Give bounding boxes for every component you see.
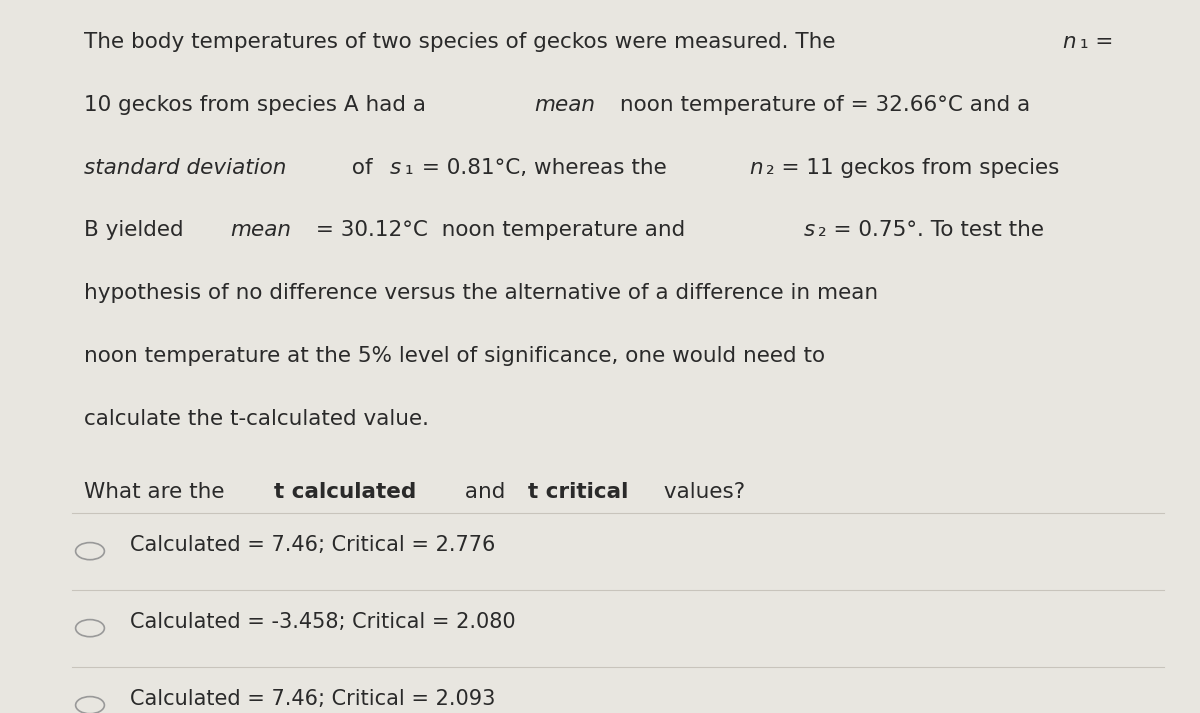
Text: and: and (457, 482, 512, 502)
Text: = 30.12°C  noon temperature and: = 30.12°C noon temperature and (310, 220, 692, 240)
Text: n: n (749, 158, 762, 178)
Text: What are the: What are the (84, 482, 232, 502)
Text: Calculated = 7.46; Critical = 2.776: Calculated = 7.46; Critical = 2.776 (130, 535, 494, 555)
Text: s: s (390, 158, 401, 178)
Text: standard deviation: standard deviation (84, 158, 287, 178)
Text: noon temperature of = 32.66°C and a: noon temperature of = 32.66°C and a (613, 95, 1030, 115)
Text: values?: values? (658, 482, 745, 502)
Text: Calculated = -3.458; Critical = 2.080: Calculated = -3.458; Critical = 2.080 (130, 612, 515, 632)
Text: ₂ = 0.75°. To test the: ₂ = 0.75°. To test the (818, 220, 1044, 240)
Text: s: s (803, 220, 815, 240)
Text: t calculated: t calculated (274, 482, 416, 502)
Text: ₂ = 11 geckos from species: ₂ = 11 geckos from species (767, 158, 1060, 178)
Text: ₁ =: ₁ = (1080, 32, 1114, 52)
Text: Calculated = 7.46; Critical = 2.093: Calculated = 7.46; Critical = 2.093 (130, 689, 494, 709)
Text: hypothesis of no difference versus the alternative of a difference in mean: hypothesis of no difference versus the a… (84, 283, 878, 303)
Text: 10 geckos from species A had a: 10 geckos from species A had a (84, 95, 433, 115)
Text: ₁: ₁ (404, 158, 413, 178)
Text: The body temperatures of two species of geckos were measured. The: The body temperatures of two species of … (84, 32, 842, 52)
Text: noon temperature at the 5% level of significance, one would need to: noon temperature at the 5% level of sign… (84, 346, 826, 366)
Text: mean: mean (534, 95, 595, 115)
Text: mean: mean (230, 220, 292, 240)
Text: B yielded: B yielded (84, 220, 197, 240)
Text: t critical: t critical (528, 482, 628, 502)
Text: of: of (346, 158, 379, 178)
Text: n: n (1062, 32, 1076, 52)
Text: calculate the t-calculated value.: calculate the t-calculated value. (84, 409, 430, 429)
Text: = 0.81°C, whereas the: = 0.81°C, whereas the (415, 158, 673, 178)
